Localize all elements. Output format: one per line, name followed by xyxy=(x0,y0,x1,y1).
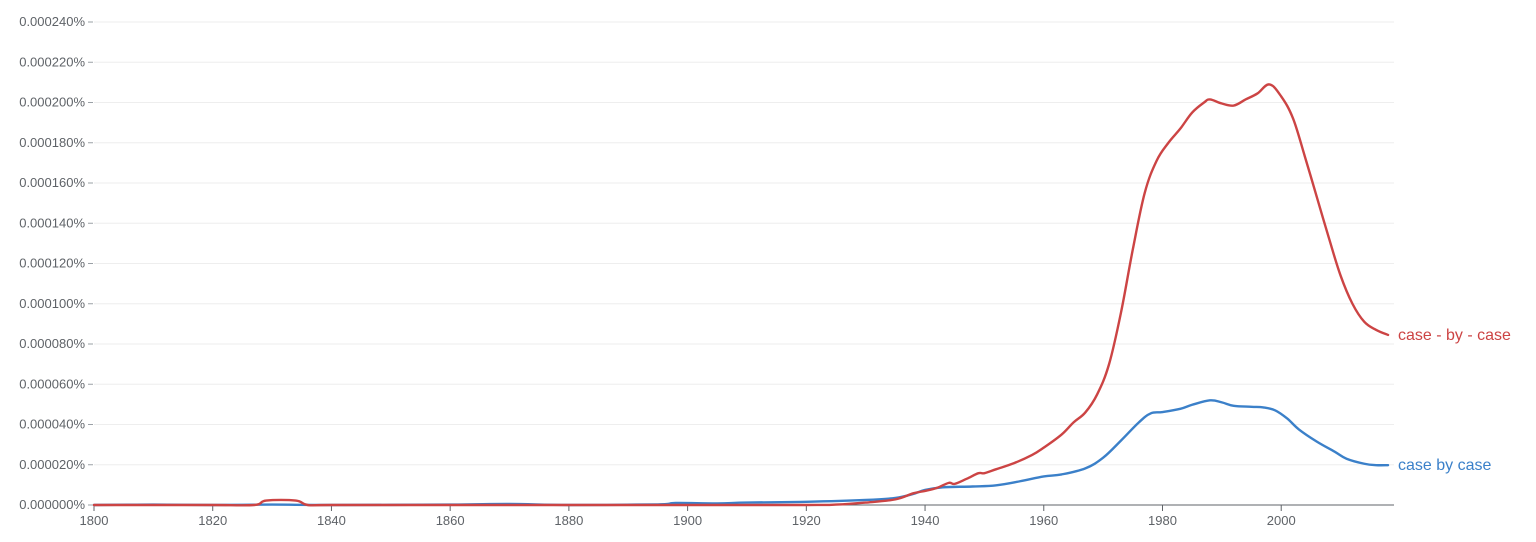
x-tick-label: 1920 xyxy=(792,513,821,528)
series-label-case-by-case[interactable]: case by case xyxy=(1398,457,1491,474)
y-tick-label: 0.000200% xyxy=(19,95,85,110)
y-tick-label: 0.000060% xyxy=(19,376,85,391)
series-lines xyxy=(92,83,1390,507)
y-tick-label: 0.000240% xyxy=(19,14,85,29)
x-tick-label: 1860 xyxy=(436,513,465,528)
x-tick-label: 1980 xyxy=(1148,513,1177,528)
x-tick-label: 1940 xyxy=(911,513,940,528)
y-tick-label: 0.000020% xyxy=(19,457,85,472)
y-tick-label: 0.000160% xyxy=(19,175,85,190)
x-tick-label: 1960 xyxy=(1029,513,1058,528)
y-tick-label: 0.000000% xyxy=(19,497,85,512)
x-tick-label: 1880 xyxy=(554,513,583,528)
y-tick-label: 0.000040% xyxy=(19,417,85,432)
x-tick-label: 1820 xyxy=(198,513,227,528)
series-labels: case - by - case case by case xyxy=(1398,327,1511,474)
y-tick-label: 0.000180% xyxy=(19,135,85,150)
y-tick-label: 0.000100% xyxy=(19,296,85,311)
x-tick-label: 1840 xyxy=(317,513,346,528)
y-tick-label: 0.000080% xyxy=(19,336,85,351)
x-tick-label: 1800 xyxy=(80,513,109,528)
series-line-case-by-case[interactable] xyxy=(92,83,1390,507)
x-tick-label: 1900 xyxy=(673,513,702,528)
axes: 0.000000% 0.000020% 0.000040% 0.000060% 0.00… xyxy=(19,14,1394,528)
series-line-case-by-case[interactable] xyxy=(92,399,1390,507)
y-tick-label: 0.000220% xyxy=(19,54,85,69)
y-tick-label: 0.000140% xyxy=(19,215,85,230)
series-label-case-by-case[interactable]: case - by - case xyxy=(1398,327,1511,344)
x-tick-label: 2000 xyxy=(1267,513,1296,528)
grid-lines xyxy=(94,21,1394,466)
y-tick-label: 0.000120% xyxy=(19,256,85,271)
